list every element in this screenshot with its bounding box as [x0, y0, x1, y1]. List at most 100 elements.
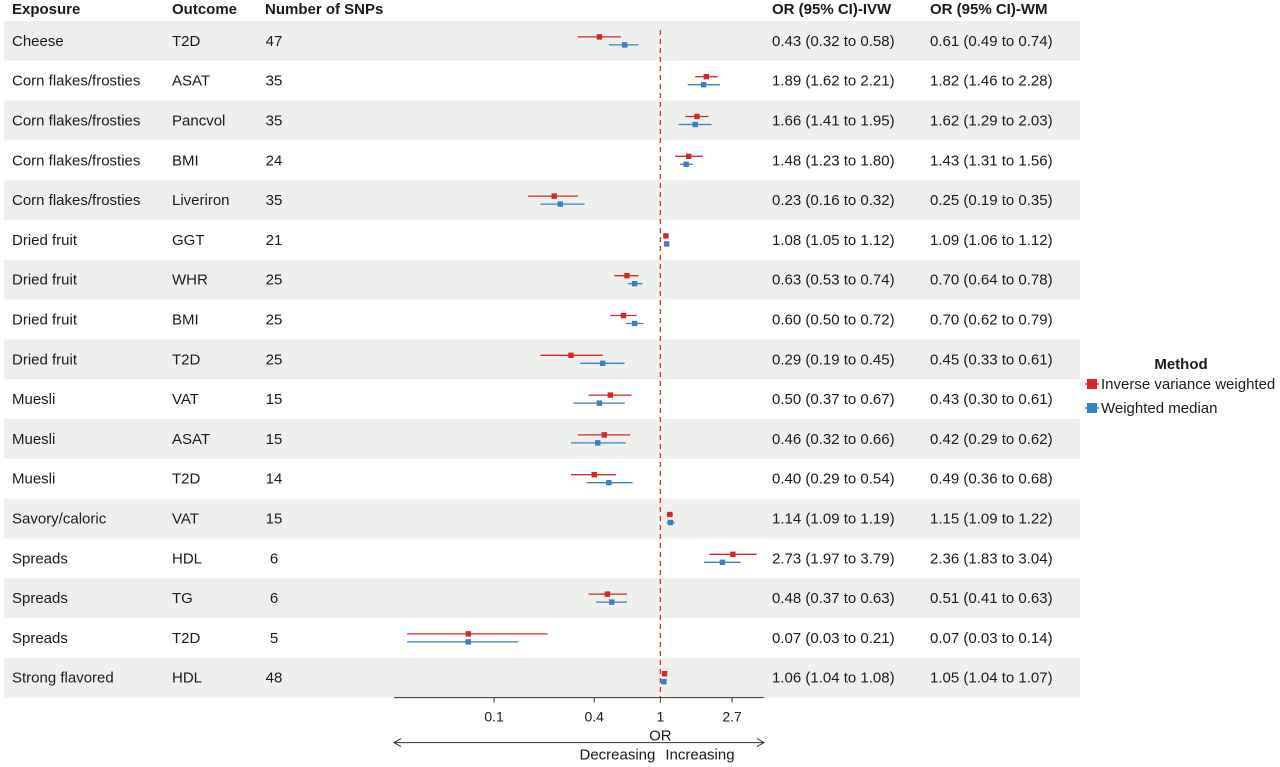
arrow-right-head — [756, 738, 766, 748]
outcome-label: BMI — [172, 152, 199, 169]
ivw-estimate-label: 0.60 (0.50 to 0.72) — [772, 312, 895, 329]
wm-estimate-label: 0.25 (0.19 to 0.35) — [930, 192, 1053, 209]
ivw-estimate-label: 1.89 (1.62 to 2.21) — [772, 73, 895, 90]
wm-estimate-label: 0.49 (0.36 to 0.68) — [930, 471, 1053, 488]
outcome-label: T2D — [172, 33, 201, 50]
row-band — [4, 498, 1080, 539]
wm-point — [621, 42, 628, 48]
row-band — [4, 21, 1080, 61]
ivw-point — [667, 511, 673, 518]
ivw-estimate-label: 0.63 (0.53 to 0.74) — [772, 272, 895, 289]
wm-point — [631, 320, 638, 327]
wm-point — [663, 241, 670, 247]
ivw-estimate-label: 0.29 (0.19 to 0.45) — [772, 351, 895, 368]
snp-count: 35 — [266, 113, 283, 130]
snp-count: 15 — [266, 431, 283, 448]
snp-count: 15 — [266, 511, 283, 528]
exposure-label: Dried fruit — [12, 272, 78, 289]
row-band — [4, 100, 1080, 141]
wm-point — [692, 121, 698, 128]
header-exposure: Exposure — [12, 1, 80, 18]
ivw-estimate-label: 0.46 (0.32 to 0.66) — [772, 431, 895, 448]
header-snps: Number of SNPs — [265, 1, 383, 18]
row-text: Cheese T2D 47 0.43 (0.32 to 0.58) 0.61 (0.49… — [12, 33, 1053, 687]
outcome-label: VAT — [172, 511, 199, 528]
outcome-label: T2D — [172, 630, 201, 647]
wm-estimate-label: 0.61 (0.49 to 0.74) — [930, 33, 1053, 50]
wm-point — [700, 82, 707, 88]
outcome-label: Pancvol — [172, 113, 225, 130]
row-band — [4, 578, 1080, 618]
row-band — [4, 180, 1080, 220]
header-outcome: Outcome — [172, 1, 237, 18]
exposure-label: Corn flakes/frosties — [12, 192, 140, 209]
outcome-label: GGT — [172, 232, 205, 249]
ivw-point — [661, 671, 668, 677]
snp-count: 25 — [266, 272, 283, 289]
ivw-point — [596, 34, 603, 40]
wm-point — [683, 161, 689, 167]
legend-title: Method — [1154, 356, 1207, 373]
row-bands — [4, 21, 1080, 698]
exposure-label: Corn flakes/frosties — [12, 152, 140, 169]
exposure-label: Savory/caloric — [12, 511, 107, 528]
wm-estimate-label: 1.05 (1.04 to 1.07) — [930, 670, 1053, 687]
ivw-point — [591, 472, 597, 478]
wm-point — [595, 440, 601, 446]
wm-point — [557, 201, 563, 207]
legend: Method Inverse variance weighted Weighted… — [1085, 356, 1275, 417]
snp-count: 25 — [266, 312, 283, 329]
row-band — [4, 419, 1080, 459]
ivw-estimate-label: 0.23 (0.16 to 0.32) — [772, 192, 895, 209]
row-band — [4, 657, 1080, 698]
x-axis: 0.1 0.4 1 2.7 — [394, 697, 764, 725]
ivw-point — [730, 551, 736, 557]
outcome-label: BMI — [172, 312, 199, 329]
ivw-estimate-label: 2.73 (1.97 to 3.79) — [772, 550, 895, 567]
outcome-label: WHR — [172, 272, 208, 289]
ivw-estimate-label: 0.40 (0.29 to 0.54) — [772, 471, 895, 488]
direction-arrow — [392, 738, 766, 748]
ivw-estimate-label: 1.66 (1.41 to 1.95) — [772, 113, 895, 130]
x-tick-label: 0.1 — [484, 709, 504, 725]
wm-estimate-label: 0.45 (0.33 to 0.61) — [930, 351, 1053, 368]
snp-count: 14 — [266, 471, 283, 488]
exposure-label: Corn flakes/frosties — [12, 73, 140, 90]
ivw-estimate-label: 0.48 (0.37 to 0.63) — [772, 590, 895, 607]
outcome-label: ASAT — [172, 73, 210, 90]
outcome-label: Liveriron — [172, 192, 230, 209]
exposure-label: Dried fruit — [12, 312, 78, 329]
exposure-label: Muesli — [12, 471, 55, 488]
outcome-label: VAT — [172, 391, 199, 408]
wm-estimate-label: 1.82 (1.46 to 2.28) — [930, 73, 1053, 90]
wm-estimate-label: 1.62 (1.29 to 2.03) — [930, 113, 1053, 130]
wm-point — [600, 360, 606, 366]
outcome-label: HDL — [172, 670, 202, 687]
ivw-point — [465, 631, 472, 637]
wm-estimate-label: 0.51 (0.41 to 0.63) — [930, 590, 1053, 607]
snp-count: 48 — [266, 670, 283, 687]
legend-item-label: Weighted median — [1101, 400, 1217, 417]
snp-count: 21 — [266, 232, 283, 249]
snp-count: 35 — [266, 73, 283, 90]
x-tick-label: 0.4 — [584, 709, 604, 725]
outcome-label: TG — [172, 590, 193, 607]
ivw-point — [568, 352, 574, 358]
wm-point — [465, 639, 472, 645]
ivw-estimate-label: 1.48 (1.23 to 1.80) — [772, 152, 895, 169]
wm-point — [631, 281, 638, 287]
ivw-estimate-label: 0.07 (0.03 to 0.21) — [772, 630, 895, 647]
wm-estimate-label: 0.43 (0.30 to 0.61) — [930, 391, 1053, 408]
ivw-estimate-label: 1.14 (1.09 to 1.19) — [772, 511, 895, 528]
x-tick-label: 1 — [656, 709, 664, 725]
legend-item-label: Inverse variance weighted — [1101, 376, 1275, 393]
legend-key-square — [1087, 379, 1097, 389]
ivw-point — [703, 74, 710, 80]
exposure-label: Muesli — [12, 431, 55, 448]
exposure-label: Corn flakes/frosties — [12, 113, 140, 130]
outcome-label: ASAT — [172, 431, 210, 448]
exposure-label: Dried fruit — [12, 351, 78, 368]
ivw-point — [620, 312, 627, 319]
ivw-estimate-label: 1.08 (1.05 to 1.12) — [772, 232, 895, 249]
